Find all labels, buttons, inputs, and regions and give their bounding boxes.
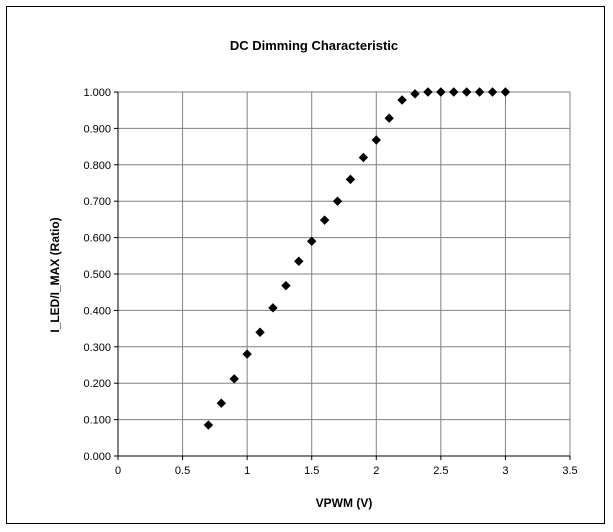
y-tick-label: 0.900	[83, 123, 111, 135]
y-tick-label: 1.000	[83, 87, 111, 99]
x-tick-label: 0.5	[175, 465, 190, 477]
data-point	[203, 420, 214, 430]
y-tick-label: 0.800	[83, 160, 111, 172]
data-point	[281, 280, 291, 291]
data-point	[294, 256, 304, 266]
x-tick-labels: 0 0.5 1 1.5 2 2.5 3 3.5	[115, 465, 578, 477]
data-point	[229, 374, 239, 384]
data-point	[242, 349, 252, 359]
y-tick-label: 0.700	[83, 196, 111, 208]
y-tick-label: 0.500	[83, 269, 111, 281]
x-tick-label: 2.5	[433, 465, 448, 477]
data-point	[371, 135, 381, 145]
gridlines	[114, 91, 571, 460]
dimming-chart: DC Dimming Characteristic 0.000 0.100 0.20…	[48, 38, 578, 510]
x-tick-label: 1.5	[304, 465, 319, 477]
data-point	[500, 87, 511, 97]
data-point	[268, 303, 278, 313]
chart-title: DC Dimming Characteristic	[230, 38, 398, 53]
y-tick-label: 0.200	[83, 378, 111, 390]
data-point	[216, 398, 227, 408]
data-point	[410, 89, 420, 99]
data-point	[423, 87, 433, 97]
data-point	[474, 87, 485, 97]
data-point	[449, 87, 459, 97]
data-point	[461, 87, 472, 97]
data-point	[358, 152, 369, 163]
data-point	[436, 87, 446, 97]
x-tick-label: 2	[373, 465, 379, 477]
y-tick-label: 0.400	[83, 305, 111, 317]
x-tick-label: 1	[244, 465, 250, 477]
x-tick-label: 0	[115, 465, 121, 477]
data-point	[384, 113, 394, 123]
data-point	[319, 215, 330, 225]
data-point	[307, 236, 317, 246]
y-tick-label: 0.100	[83, 415, 111, 427]
data-point	[397, 95, 407, 105]
x-tick-label: 3	[502, 465, 508, 477]
y-axis-title: I_LED/I_MAX (Ratio)	[48, 217, 62, 332]
x-axis-title: VPWM (V)	[316, 496, 373, 510]
y-tick-labels: 0.000 0.100 0.200 0.300 0.400 0.500 0.600 0.700…	[83, 87, 111, 463]
y-tick-label: 0.600	[83, 233, 111, 245]
data-point	[487, 87, 498, 97]
chart-frame: DC Dimming Characteristic 0.000 0.100 0.20…	[6, 6, 605, 524]
data-point	[332, 196, 343, 206]
y-tick-label: 0.300	[83, 342, 111, 354]
x-tick-label: 3.5	[562, 465, 577, 477]
y-tick-label: 0.000	[83, 451, 111, 463]
data-point	[255, 327, 265, 337]
data-point	[345, 174, 356, 185]
data-points	[203, 87, 511, 430]
